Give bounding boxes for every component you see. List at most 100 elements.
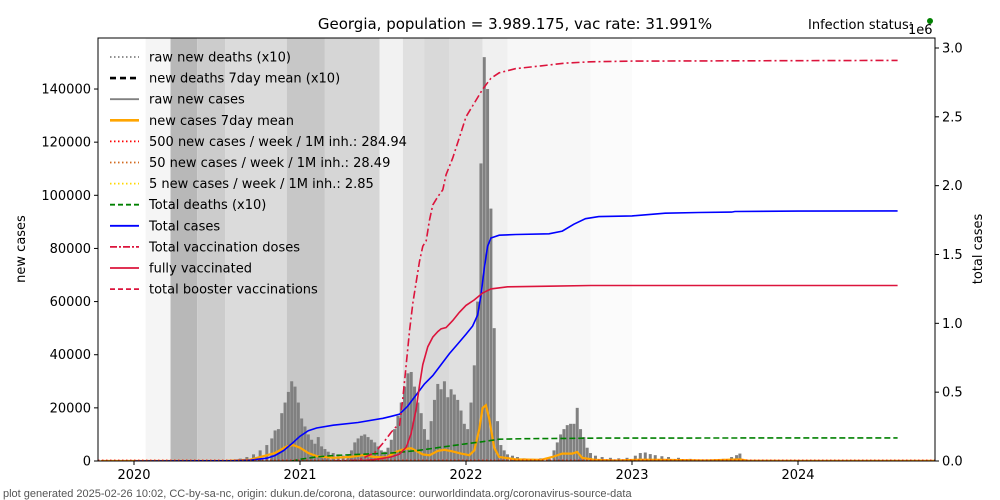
y2-tick-label: 3.0: [942, 41, 963, 56]
y-tick-label: 120000: [41, 136, 91, 151]
new-cases-bar: [559, 434, 563, 461]
total-deaths-x10-line: [291, 437, 898, 461]
new-cases-bar: [276, 429, 280, 461]
background-band: [197, 38, 226, 461]
background-band: [402, 38, 425, 461]
plot-frame: [97, 37, 936, 462]
legend-item: raw new deaths (x10): [110, 51, 291, 66]
fully-vaccinated-line: [358, 284, 898, 461]
new-cases-bar: [389, 439, 393, 461]
new-cases-bar: [456, 399, 460, 461]
new-cases-bar: [547, 457, 551, 461]
y2-tick-label: 2.0: [942, 179, 963, 194]
new-cases-bar: [293, 386, 297, 461]
legend-item: new cases 7day mean: [110, 114, 294, 129]
new-cases-bar: [273, 430, 277, 461]
new-cases-bar: [660, 456, 664, 461]
chart-title: Georgia, population = 3.989.175, vac rat…: [318, 15, 712, 33]
legend-item: 50 new cases / week / 1M inh.: 28.49: [110, 156, 390, 171]
x-tick-label: 2024: [781, 468, 814, 483]
y-tick-label: 40000: [50, 348, 91, 363]
new-cases-bar: [366, 437, 370, 461]
legend-label: fully vaccinated: [149, 262, 252, 277]
new-cases-bar: [286, 391, 290, 461]
new-cases-bar: [356, 438, 360, 461]
new-cases-bar: [496, 421, 500, 461]
footer-credit: plot generated 2025-02-26 10:02, CC-by-s…: [3, 488, 632, 500]
x-tick-label: 2020: [117, 468, 150, 483]
background-band: [590, 38, 632, 461]
new-cases-bar: [446, 397, 450, 461]
legend-label: raw new deaths (x10): [149, 51, 291, 66]
new-cases-bar: [363, 434, 367, 461]
new-cases-bar: [593, 455, 597, 461]
legend-label: Total cases: [148, 219, 220, 234]
legend-label: new deaths 7day mean (x10): [149, 72, 340, 87]
y-tick-label: 140000: [41, 83, 91, 98]
new-cases-bar: [442, 381, 446, 461]
new-cases-bar: [323, 449, 327, 461]
new-cases-bar: [429, 421, 433, 461]
y2-tick-label: 1.0: [942, 317, 963, 332]
y-tick-label: 100000: [41, 189, 91, 204]
new-cases-bar: [479, 163, 483, 461]
new-cases-bar: [562, 429, 566, 461]
new-cases-bar: [452, 394, 456, 461]
x-axis: 2020 2021 2022 2023 2024: [117, 461, 815, 483]
new-cases-bar: [258, 450, 262, 461]
x-tick-label: 2021: [283, 468, 316, 483]
new-cases-bar: [648, 454, 652, 461]
new-cases-bar: [653, 455, 657, 461]
new-cases-bar: [502, 450, 506, 461]
background-bands: [145, 38, 632, 461]
y-tick-label: 20000: [50, 401, 91, 416]
legend-item: new deaths 7day mean (x10): [110, 72, 340, 87]
new-cases-bar: [469, 402, 473, 461]
new-cases-bar: [459, 410, 463, 461]
new-cases-bar: [738, 453, 742, 461]
y-tick-label: 60000: [50, 295, 91, 310]
y-axis-left: 0 20000 40000 60000 80000 100000 120000 140000: [41, 83, 98, 470]
legend-item: 5 new cases / week / 1M inh.: 2.85: [110, 177, 374, 192]
new-cases-bar: [735, 455, 739, 461]
new-cases-bar: [579, 429, 583, 461]
new-cases-bar: [386, 447, 390, 461]
legend-item: Total vaccination doses: [110, 240, 300, 255]
new-cases-bar: [280, 413, 284, 461]
new-cases-bar: [582, 437, 586, 461]
total-cases-line: [133, 210, 898, 461]
legend-item: raw new cases: [110, 93, 245, 108]
new-cases-bar: [426, 439, 430, 461]
y-axis-label: new cases: [14, 215, 29, 283]
legend-item: 500 new cases / week / 1M inh.: 284.94: [110, 135, 407, 150]
new-cases-bar: [310, 439, 314, 461]
new-cases-bar: [638, 453, 642, 461]
new-cases-bar: [439, 389, 443, 461]
new-cases-bar: [306, 434, 310, 461]
new-cases-bar: [489, 208, 493, 461]
series-lines: [98, 59, 935, 461]
y-tick-label: 80000: [50, 242, 91, 257]
new-cases-bar: [303, 426, 307, 461]
new-cases-bar: [403, 386, 407, 461]
background-band: [145, 38, 171, 461]
new-cases-bar: [265, 445, 269, 461]
new-cases-bar: [353, 442, 357, 461]
y-axis-right: 0.0 0.5 1.0 1.5 2.0 2.5 3.0: [935, 41, 963, 470]
legend-label: total booster vaccinations: [149, 283, 318, 298]
y2-tick-label: 0.5: [942, 386, 963, 401]
new-cases-bar: [396, 415, 400, 461]
new-cases-bar: [449, 389, 453, 461]
new-cases-bar: [423, 429, 426, 461]
new-cases-bar: [359, 435, 363, 461]
new-cases-bar: [432, 399, 436, 461]
new-cases-bar: [476, 301, 480, 461]
new-cases-bar: [462, 423, 466, 461]
new-cases-bar: [472, 365, 476, 461]
total-vaccination-doses-line: [333, 59, 898, 461]
new-cases-bar: [499, 445, 503, 461]
y2-tick-label: 0.0: [942, 455, 963, 470]
new-cases-bar: [436, 383, 440, 461]
legend-item: Total deaths (x10): [110, 198, 266, 213]
